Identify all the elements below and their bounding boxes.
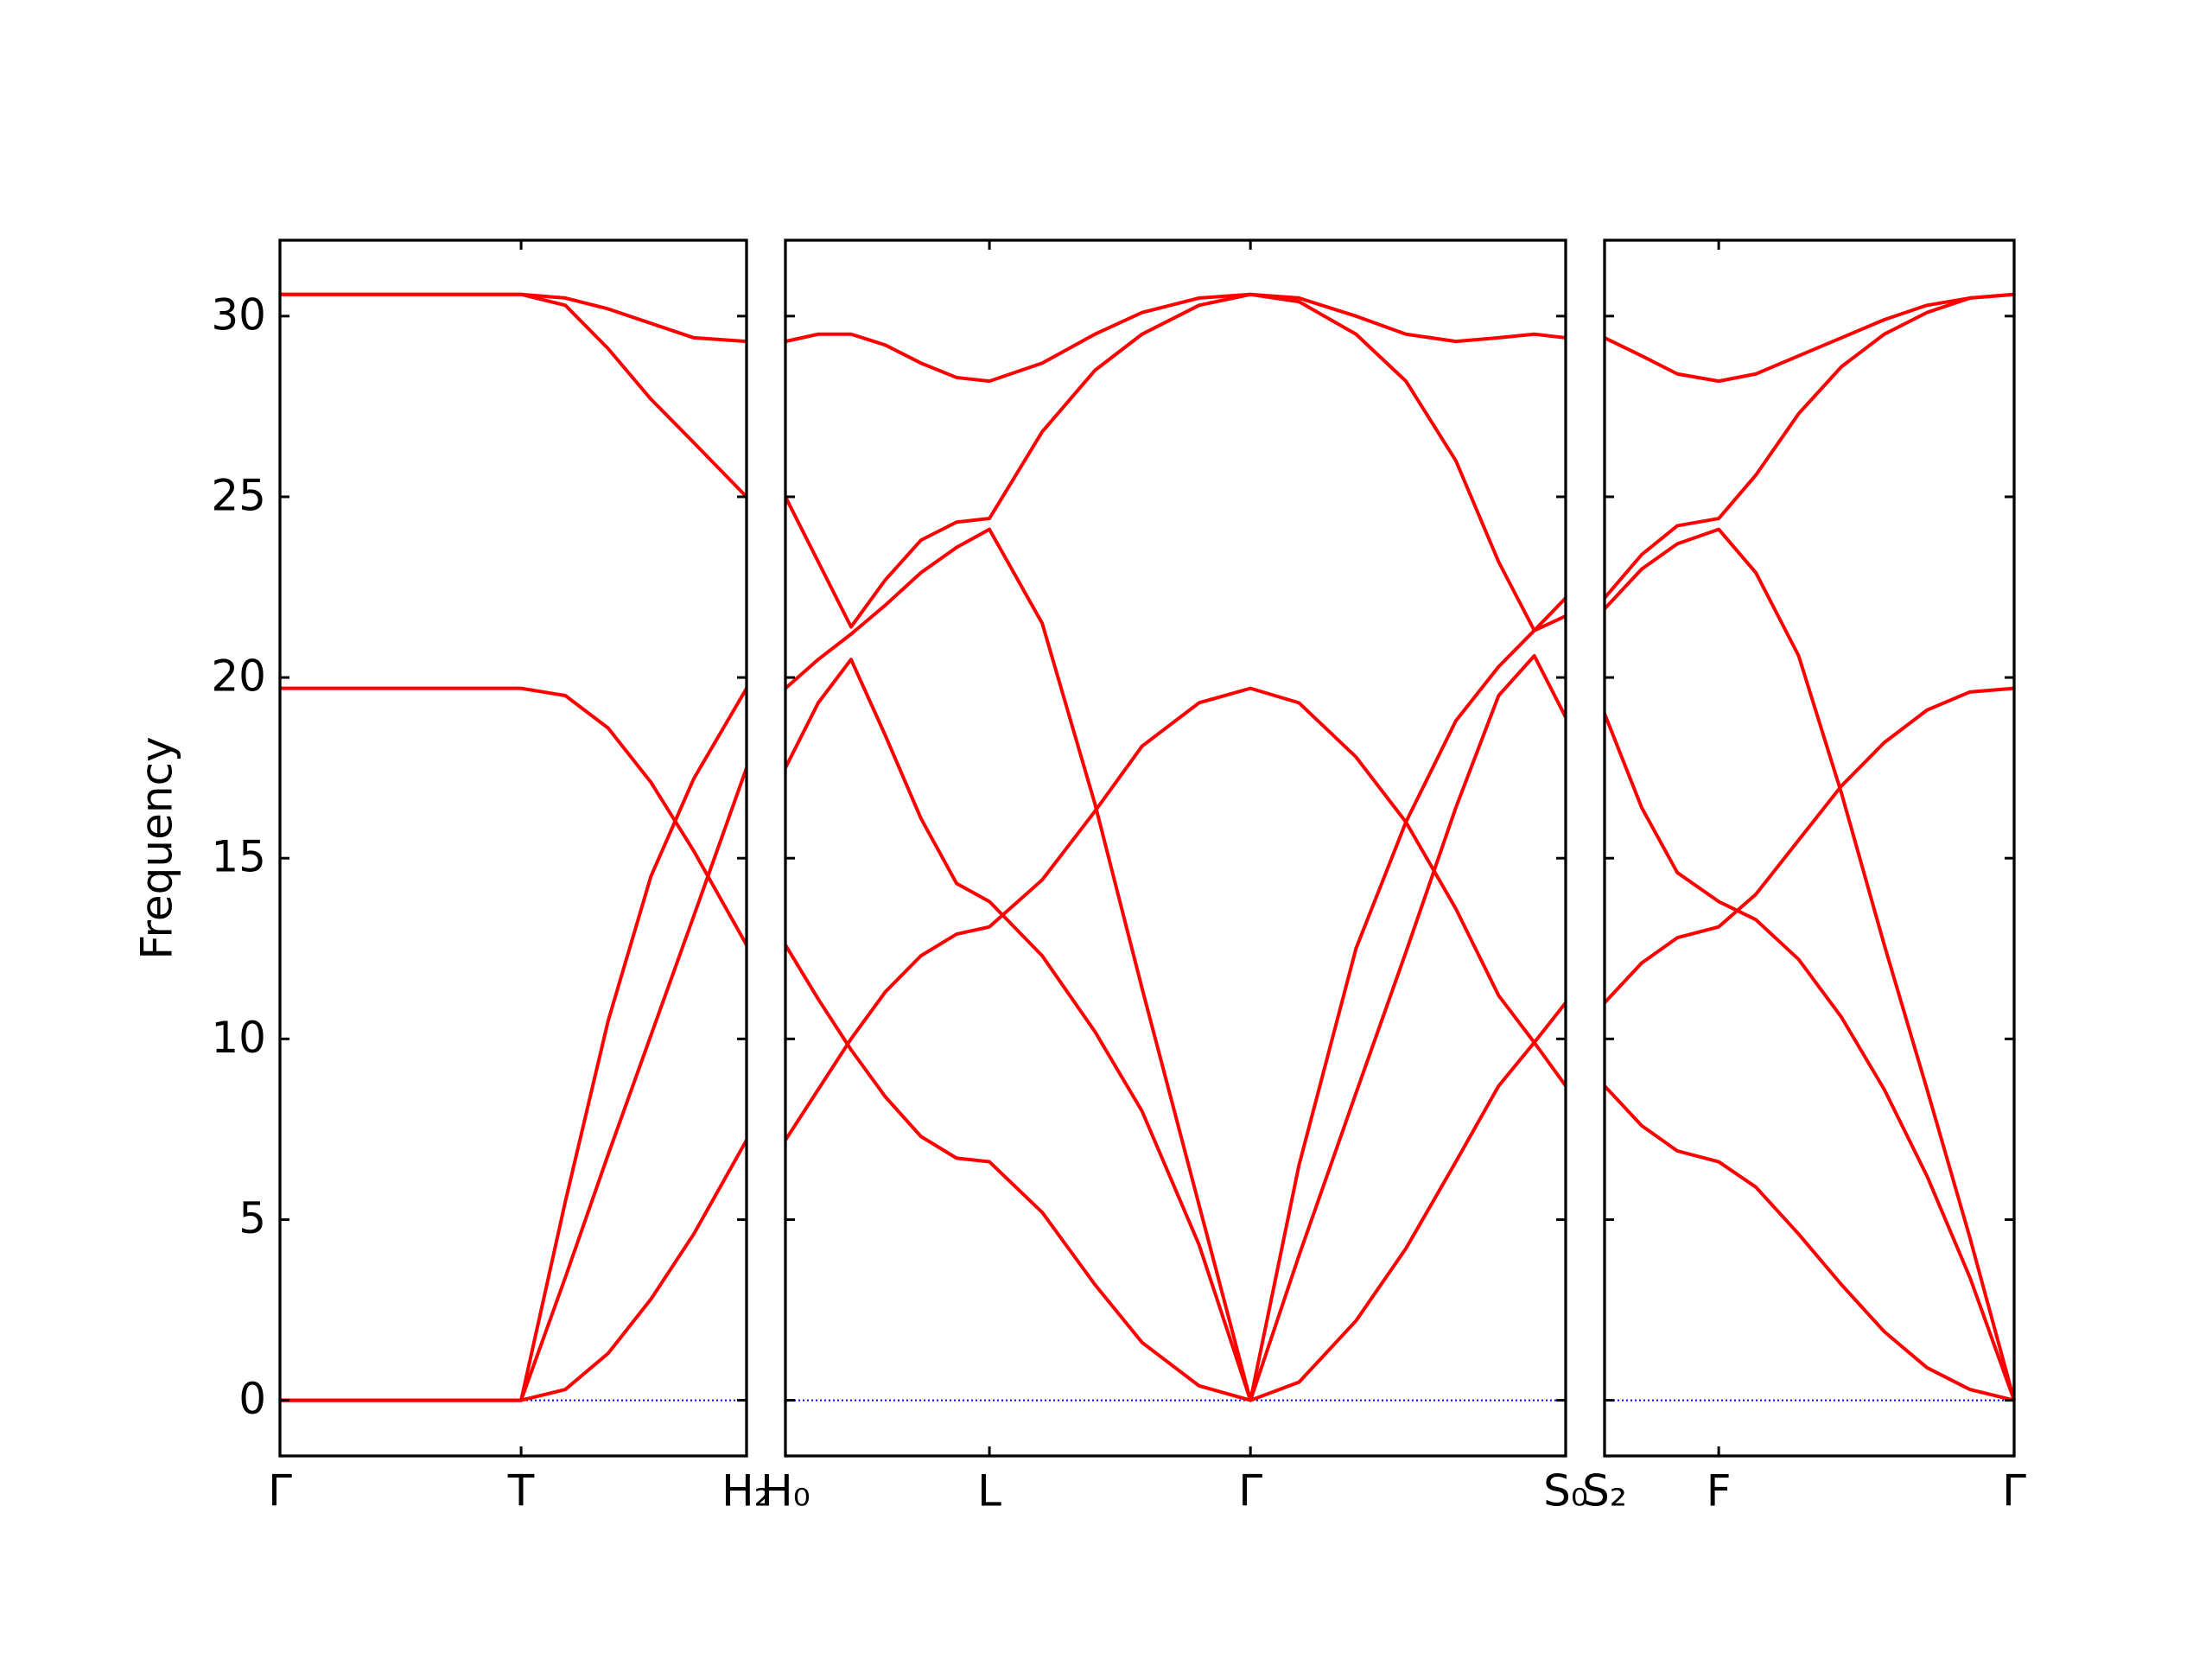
band-line xyxy=(1603,686,2015,1004)
axes-frame xyxy=(784,238,1567,1458)
x-tick-label: T xyxy=(507,1466,535,1516)
axes-frame xyxy=(1603,238,2016,1458)
y-tick-label: 25 xyxy=(211,470,266,520)
x-tick-label: Γ xyxy=(2002,1466,2026,1516)
x-tick-label: Γ xyxy=(1238,1466,1262,1516)
band-line xyxy=(785,292,1567,384)
band-line xyxy=(1603,527,2016,1402)
x-tick-label: H₀ xyxy=(760,1466,810,1516)
band-line xyxy=(784,527,1567,1402)
y-tick-label: 0 xyxy=(238,1374,266,1424)
band-line xyxy=(784,686,1567,1141)
band-line xyxy=(280,1139,748,1402)
y-tick-label: 30 xyxy=(211,289,266,340)
x-tick-label: S₂ xyxy=(1582,1466,1627,1516)
x-tick-label: S₀ xyxy=(1543,1466,1588,1516)
x-tick-label: Γ xyxy=(268,1466,292,1516)
y-tick-label: 15 xyxy=(211,832,266,882)
band-line xyxy=(280,687,748,1402)
y-tick-label: 20 xyxy=(211,652,266,702)
band-line xyxy=(280,292,747,344)
band-line xyxy=(1603,292,2015,600)
band-line xyxy=(280,686,748,946)
band-line xyxy=(784,292,1567,632)
band-line xyxy=(784,653,1567,1402)
x-tick-label: L xyxy=(977,1466,1001,1516)
band-line xyxy=(1603,713,2016,1402)
y-tick-label: 5 xyxy=(238,1193,266,1243)
band-line xyxy=(1603,1084,2015,1402)
x-tick-label: H₂ xyxy=(721,1466,772,1516)
y-tick-label: 10 xyxy=(211,1013,266,1063)
band-line xyxy=(280,292,748,499)
band-line xyxy=(280,766,748,1402)
y-axis-label: Frequency xyxy=(132,736,182,959)
band-line xyxy=(1604,292,2015,384)
axes-frame xyxy=(278,238,748,1458)
band-line xyxy=(784,944,1567,1402)
x-tick-label: F xyxy=(1707,1466,1732,1516)
